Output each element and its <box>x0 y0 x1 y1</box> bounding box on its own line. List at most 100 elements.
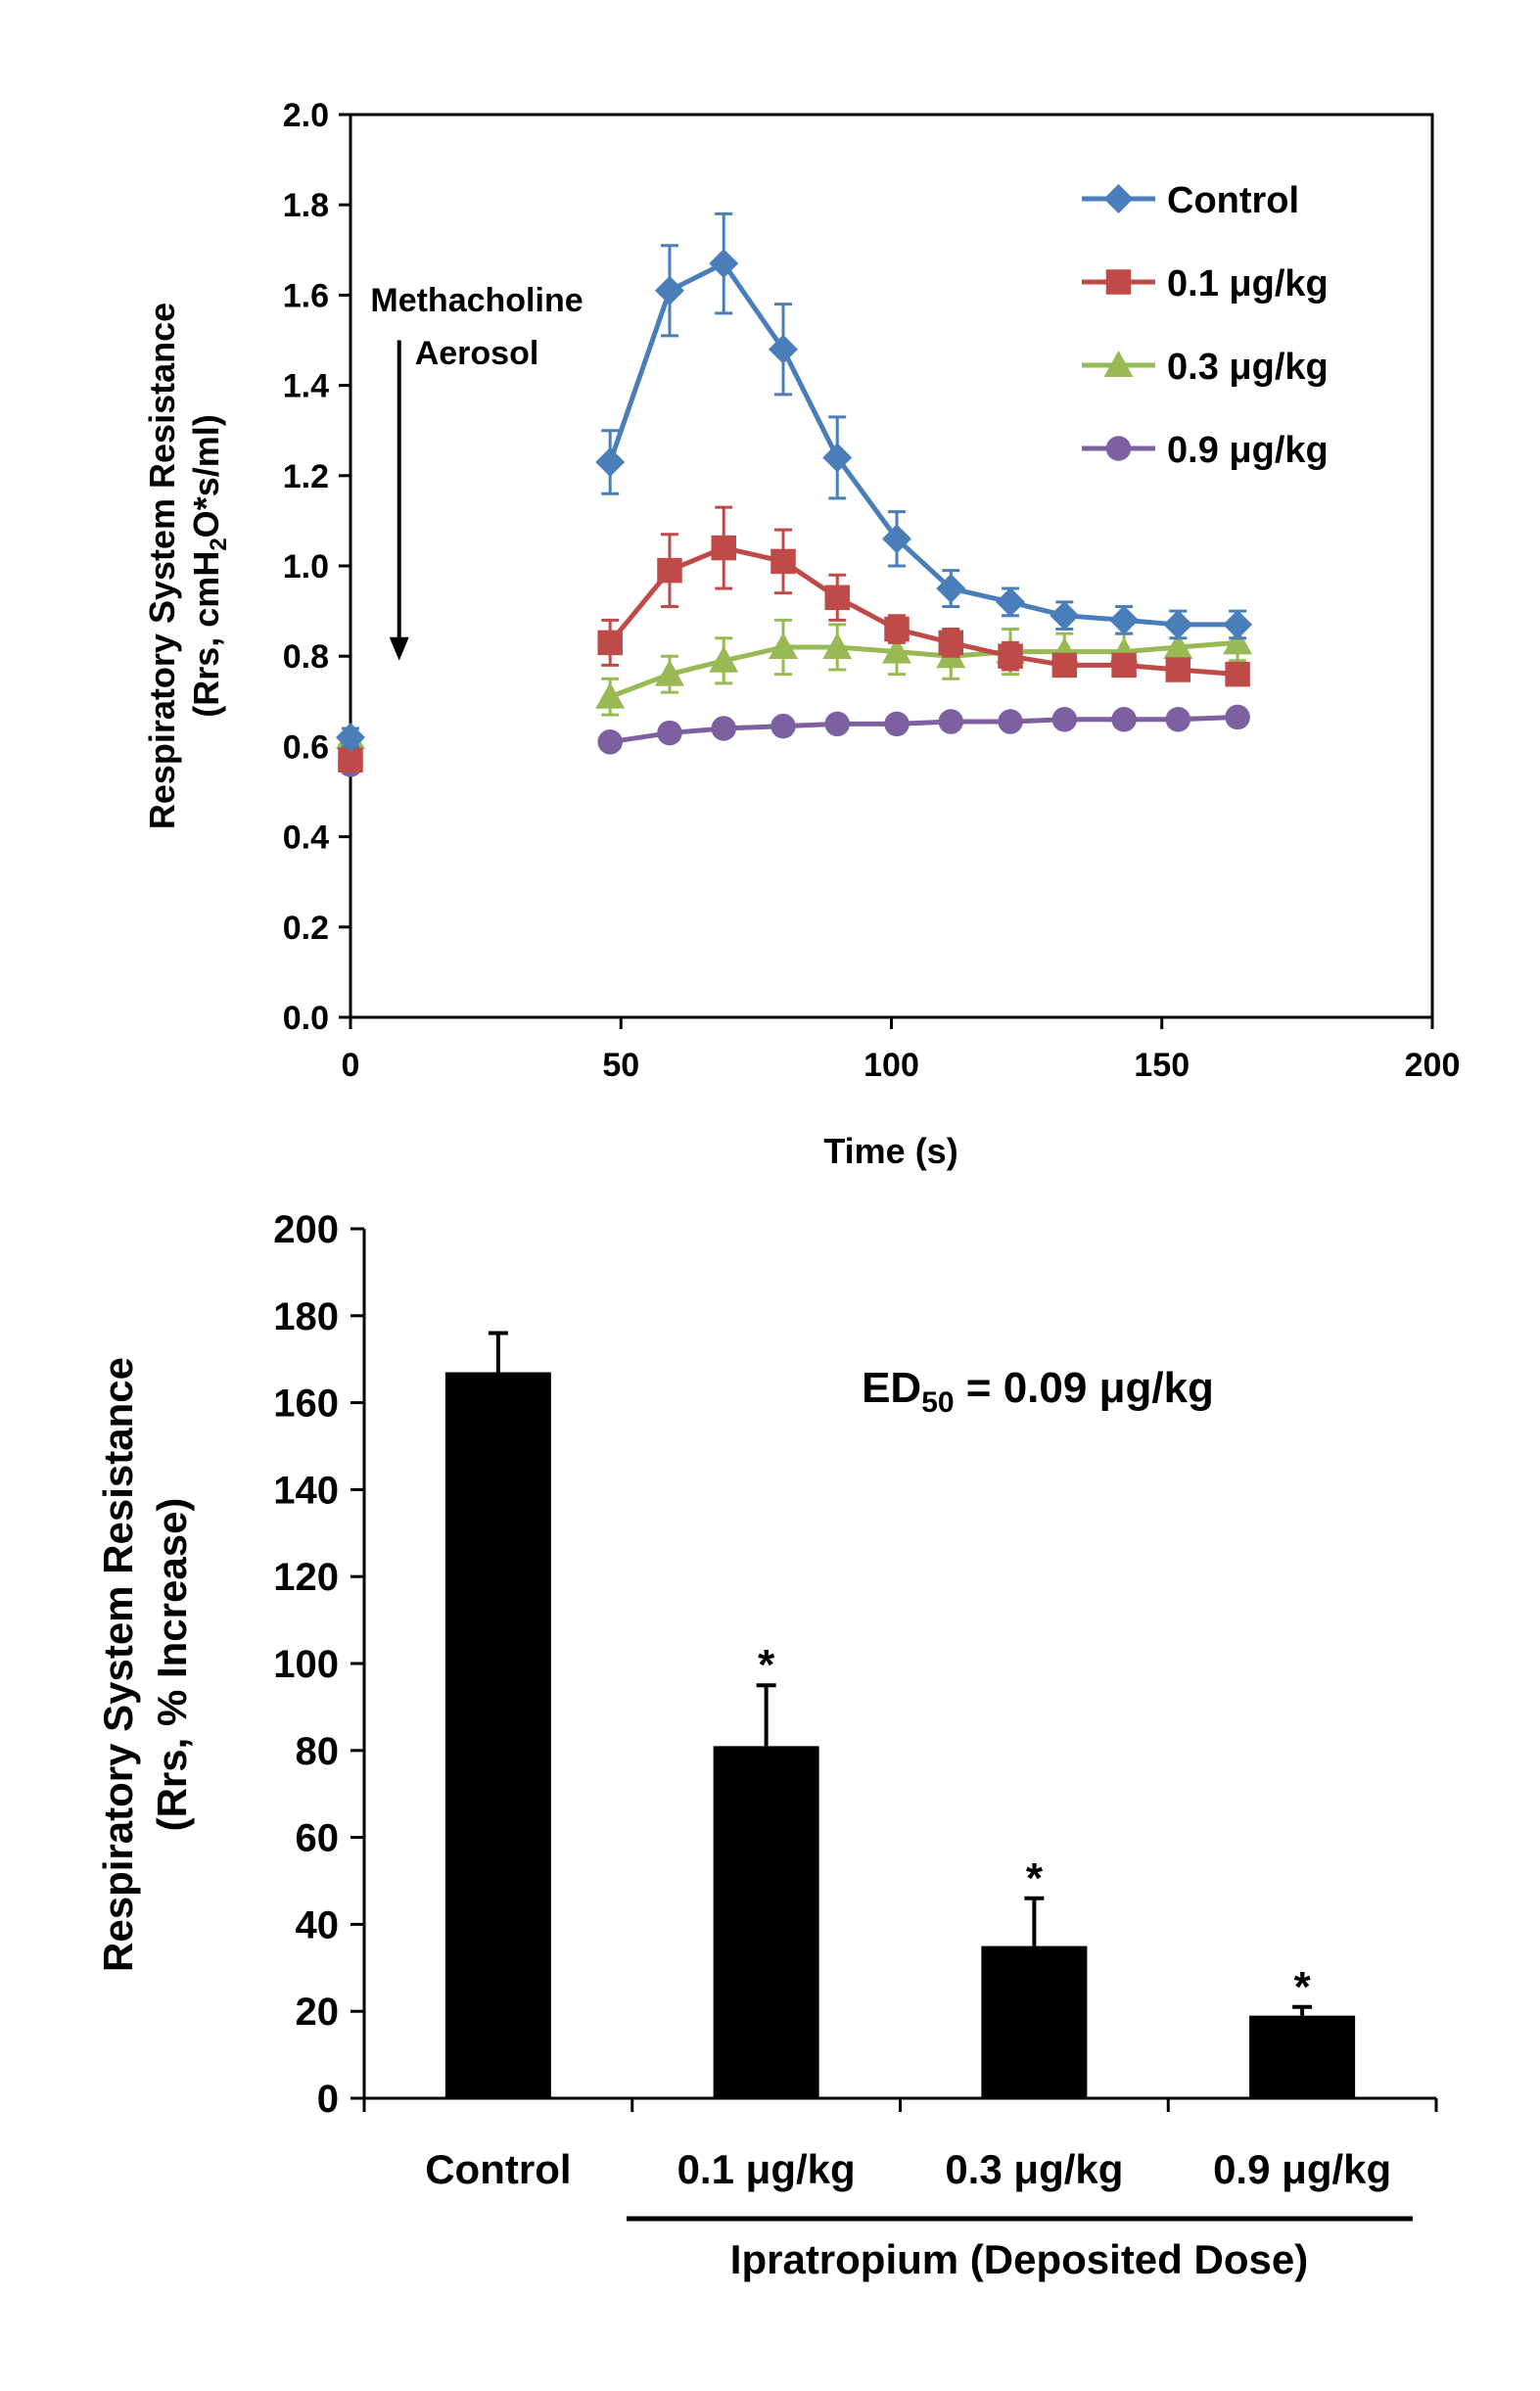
bar-category-label: 0.1 μg/kg <box>677 2146 856 2192</box>
legend-item: 0.3 μg/kg <box>1082 347 1329 388</box>
annotation-arrow-head <box>389 636 409 661</box>
data-point <box>657 720 682 746</box>
bar-y-tick-label: 140 <box>273 1469 339 1512</box>
line-y-axis-label-line1: Respiratory System Resistance <box>142 303 182 829</box>
line-x-tick-label: 150 <box>1134 1047 1190 1084</box>
line-y-tick-label: 1.6 <box>283 277 329 314</box>
line-x-axis-label: Time (s) <box>823 1131 957 1171</box>
bar <box>1249 2015 1356 2098</box>
ed50-annotation: ED50 = 0.09 μg/kg <box>862 1364 1214 1419</box>
data-point <box>824 711 850 737</box>
line-y-axis-label-2: (Rrs, cmH2O*s/ml) <box>186 414 232 717</box>
data-point <box>822 443 853 473</box>
bar-chart: 0 20 40 60 80 100 120 140 160 180 200 Control 0.1 μ… <box>95 1208 1438 2282</box>
data-point <box>1225 661 1250 687</box>
data-point <box>336 723 365 753</box>
data-point <box>1111 706 1137 732</box>
ed50-subscript: 50 <box>921 1386 954 1419</box>
series-line <box>609 714 1238 745</box>
line-y-tick-label: 1.2 <box>283 458 329 495</box>
line-x-tick-label: 50 <box>602 1047 639 1084</box>
bar <box>444 1372 551 2098</box>
line-x-tick-label: 100 <box>863 1047 919 1084</box>
line-y-tick-label: 0.2 <box>283 910 329 947</box>
bar-y-axis-label-line2: (Rrs, % Increase) <box>149 1498 195 1832</box>
bar-y-tick-label: 200 <box>273 1208 339 1251</box>
data-point <box>938 630 964 656</box>
legend-label: 0.1 μg/kg <box>1167 263 1329 305</box>
methacholine-annotation: Methacholine Aerosol <box>370 282 583 661</box>
bar-y-tick-label: 120 <box>273 1556 339 1599</box>
line-y-tick-label: 1.8 <box>283 187 329 224</box>
data-point <box>711 716 736 741</box>
data-point <box>654 275 684 305</box>
bar-category-label: 0.3 μg/kg <box>945 2146 1123 2192</box>
data-point <box>770 713 796 739</box>
line-x-tick-label: 0 <box>342 1047 360 1084</box>
data-point <box>1165 706 1191 732</box>
bar-y-axis-label-line1: Respiratory System Resistance <box>95 1357 141 1972</box>
line-y-tick-label: 2.0 <box>283 97 329 134</box>
bar-category-label: Control <box>425 2146 571 2192</box>
line-y-tick-label: 1.4 <box>283 368 329 405</box>
bar-group: * <box>1249 1963 1356 2098</box>
legend-marker <box>1103 351 1134 377</box>
ed50-prefix: ED <box>862 1364 921 1412</box>
legend-label: Control <box>1167 180 1299 221</box>
data-point <box>769 334 798 364</box>
line-y-tick-label: 1.0 <box>283 548 329 586</box>
data-point <box>1109 605 1140 635</box>
bar-y-tick-label: 160 <box>273 1383 339 1426</box>
data-point <box>711 535 736 561</box>
bar-y-tick-label: 40 <box>296 1903 340 1946</box>
data-point <box>595 446 626 477</box>
data-point <box>996 586 1026 617</box>
data-point <box>1163 632 1193 659</box>
data-point <box>1051 706 1078 732</box>
bar-y-tick-label: 0 <box>317 2078 339 2121</box>
line-y-tick-label: 0.0 <box>283 1000 329 1037</box>
line-chart: 0.0 0.2 0.4 0.6 0.8 1.0 1.2 1.4 1.6 1.8 2.0 0 50 100… <box>142 97 1460 1171</box>
annotation-line2: Aerosol <box>415 335 539 372</box>
data-point <box>657 557 682 584</box>
data-point <box>938 709 964 734</box>
bar-y-tick-label: 60 <box>296 1817 340 1860</box>
data-point <box>884 616 910 642</box>
bar-group: * <box>713 1641 819 2098</box>
data-point <box>1050 600 1080 631</box>
series-line <box>607 259 1238 628</box>
bar-group <box>444 1331 551 2098</box>
data-point <box>1223 609 1253 639</box>
data-point <box>770 548 796 575</box>
data-point <box>822 632 853 659</box>
data-point <box>1225 704 1250 730</box>
bar-y-axis-label: Respiratory System Resistance <box>95 1357 141 1972</box>
ed50-suffix: = 0.09 μg/kg <box>955 1364 1214 1412</box>
series-line <box>609 639 1238 700</box>
line-y-axis-label: Respiratory System Resistance <box>142 303 182 829</box>
line-y-tick-label: 0.4 <box>283 820 329 857</box>
data-point <box>1111 652 1137 679</box>
data-point <box>824 585 850 611</box>
data-point <box>936 574 966 604</box>
line-y-tick-label: 0.8 <box>283 638 329 676</box>
data-point <box>597 630 623 656</box>
legend-item: Control <box>1082 180 1299 221</box>
data-point <box>882 524 912 554</box>
legend-item: 0.9 μg/kg <box>1082 430 1329 471</box>
legend-marker <box>1105 436 1132 461</box>
data-point <box>1051 652 1078 679</box>
bar-category-label: 0.9 μg/kg <box>1213 2146 1391 2192</box>
group-label: Ipratropium (Deposited Dose) <box>730 2236 1308 2282</box>
series-circle <box>338 704 1250 777</box>
data-point <box>1163 609 1193 639</box>
bar-y-tick-label: 20 <box>296 1991 340 2034</box>
data-point <box>998 709 1023 734</box>
data-point <box>709 645 739 673</box>
line-y-tick-label: 0.6 <box>283 728 329 766</box>
line-x-tick-label: 200 <box>1405 1047 1461 1084</box>
legend-label: 0.9 μg/kg <box>1167 430 1329 471</box>
bar-y-tick-label: 80 <box>296 1730 340 1773</box>
data-point <box>884 711 910 737</box>
